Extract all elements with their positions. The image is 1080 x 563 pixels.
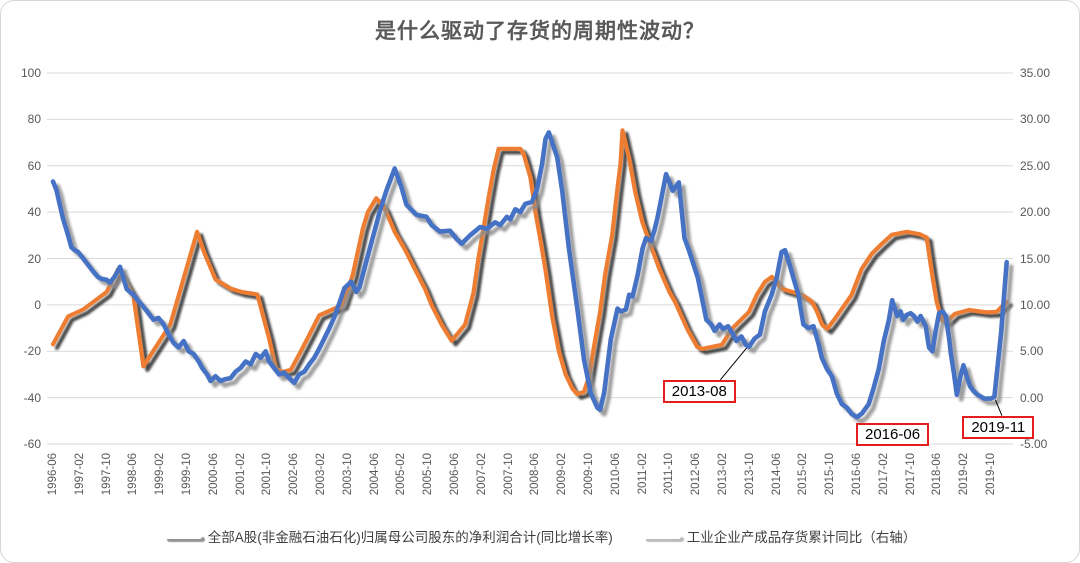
left-axis-tick-label: 40 [27,205,41,220]
x-axis-tick-label: 2009-10 [583,453,595,496]
right-axis-tick-label: 35.00 [1020,66,1051,80]
right-axis-tick-label: 5.00 [1020,344,1044,359]
legend-item-profit: 全部A股(非金融石油石化)归属母公司股东的净利润合计(同比增长率) [164,526,613,546]
legend-label-profit: 全部A股(非金融石油石化)归属母公司股东的净利润合计(同比增长率) [207,530,613,545]
x-axis-tick-label: 2004-06 [368,453,381,496]
x-axis-tick-label: 2003-02 [315,453,327,496]
chart-title: 是什么驱动了存货的周期性波动？ [375,20,705,43]
annotation-2019-11: 2019-11 [962,415,1035,439]
series-lines [50,128,1010,420]
left-axis-tick-label: 60 [27,158,41,173]
right-axis-tick-label: 0.00 [1020,390,1044,405]
x-axis-tick-label: 2012-06 [690,453,703,496]
x-axis-tick-label: 2013-10 [743,453,756,496]
left-axis-tick-label: -60 [23,437,41,451]
x-axis-tick-label: 1997-02 [73,453,86,496]
x-axis-tick-label: 2007-02 [475,453,488,496]
annotation-2013-08: 2013-08 [662,379,736,403]
x-axis-tick-label: 2009-02 [556,453,569,496]
gridlines [47,72,1013,445]
x-axis-tick-label: 2010-06 [609,453,622,496]
right-axis-tick-label: 10.00 [1020,297,1051,312]
x-axis-tick-label: 2001-02 [234,453,247,496]
x-axis-tick-label: 1999-10 [181,453,193,496]
right-axis-tick-label: 25.00 [1020,158,1051,173]
right-axis-tick-label: 15.00 [1020,251,1051,266]
left-axis-tick-label: -20 [23,344,41,359]
x-axis-tick-label: 2003-10 [341,453,354,496]
x-axis-tick-label: 2011-02 [636,453,649,495]
x-axis-tick-label: 2014-06 [770,453,783,496]
x-axis-tick-label: 2005-10 [422,453,435,496]
x-axis-tick-label: 1998-06 [127,453,140,496]
legend-label-inventory: 工业企业产成品存货累计同比（右轴） [686,530,917,545]
x-axis-tick-label: 2013-02 [717,453,729,496]
annotation-callout-line [994,399,1003,416]
left-axis-tick-label: 20 [27,251,41,266]
left-axis-tick-label: 100 [20,66,41,80]
x-axis-tick-label: 1997-10 [100,453,113,496]
x-axis-tick-label: 2007-10 [502,453,515,496]
x-axis-tick-label: 2017-10 [904,453,917,496]
x-axis-tick-label: 2016-06 [851,453,863,496]
legend-item-inventory: 工业企业产成品存货累计同比（右轴） [643,526,917,546]
inventory-line [50,130,1010,420]
x-axis-tick-label: 2019-10 [985,453,997,496]
x-axis-tick-label: 2000-06 [207,453,220,496]
legend: 全部A股(非金融石油石化)归属母公司股东的净利润合计(同比增长率) 工业企业产成… [1,526,1079,546]
x-axis-tick-label: 2015-02 [797,453,810,496]
x-axis-tick-label: 2011-10 [663,453,676,495]
x-axis-tick-label: 2008-06 [529,453,542,496]
x-axis-tick-label: 2015-10 [824,453,837,496]
x-axis-tick-label: 2005-02 [395,453,408,496]
left-axis-tick-label: -40 [23,390,41,405]
right-axis-tick-label: 30.00 [1020,112,1051,127]
x-axis-tick-label: 2002-06 [288,453,301,496]
left-axis-tick-label: 0 [34,297,41,312]
x-axis-tick-label: 2017-02 [877,453,890,496]
x-axis-tick-label: 2019-02 [958,453,971,496]
x-axis-tick-label: 2018-06 [931,453,944,496]
x-axis-tick: 2019-10 [985,449,1027,495]
left-axis-tick-label: 80 [27,112,41,127]
profit-line-swatch-icon [164,534,202,539]
annotation-2016-06: 2016-06 [856,423,930,447]
right-axis-tick-label: 20.00 [1020,205,1051,220]
right-axis-tick-label: -5.00 [1020,437,1048,451]
x-axis-tick-label: 1996-06 [47,453,59,496]
x-axis-tick-label: 1999-02 [154,453,167,496]
inventory-line-swatch-icon [643,534,681,539]
profit-line [50,128,1009,397]
annotation-callout-line [719,347,748,381]
x-axis-tick-label: 2006-06 [449,453,461,496]
x-axis-tick-label: 2001-10 [261,453,274,496]
annotation-callout-lines [719,347,1003,416]
